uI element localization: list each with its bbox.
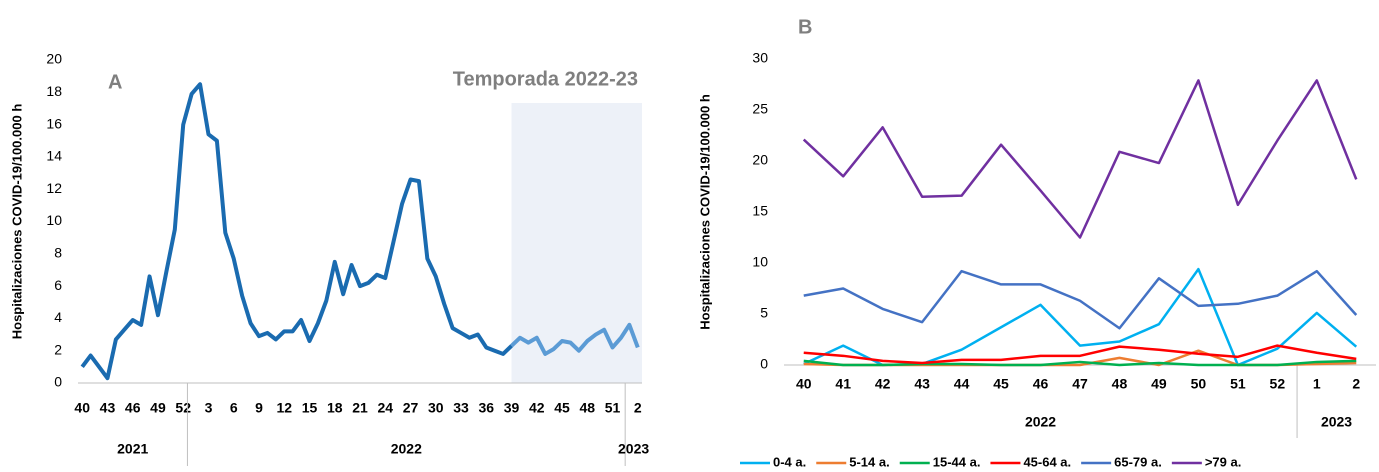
x-tick-label: 2 xyxy=(1352,376,1360,392)
series-line xyxy=(803,359,1357,367)
group-label: 2021 xyxy=(117,441,148,457)
series-line xyxy=(803,344,1357,365)
y-axis-label: Hospitalizaciones COVID-19/100.000 h xyxy=(697,94,712,330)
y-tick-label: 0 xyxy=(54,374,62,390)
series-line xyxy=(803,267,1358,367)
x-tick-label: 51 xyxy=(605,400,621,416)
x-tick-label: 52 xyxy=(175,400,191,416)
x-tick-label: 49 xyxy=(1151,376,1167,392)
y-tick-label: 25 xyxy=(752,101,768,117)
x-tick-label: 39 xyxy=(504,400,520,416)
series-line xyxy=(510,322,640,356)
x-tick-label: 43 xyxy=(914,376,930,392)
group-label: 2022 xyxy=(391,441,422,457)
x-tick-label: 42 xyxy=(529,400,545,416)
y-tick-label: 20 xyxy=(752,152,768,168)
y-tick-label: 10 xyxy=(46,212,62,228)
x-tick-label: 18 xyxy=(327,400,343,416)
y-tick-label: 16 xyxy=(46,115,62,131)
legend-label: 15-44 a. xyxy=(933,454,981,469)
x-tick-label: 48 xyxy=(579,400,595,416)
y-tick-label: 0 xyxy=(760,356,768,372)
legend-label: 0-4 a. xyxy=(773,454,806,469)
x-tick-label: 46 xyxy=(125,400,141,416)
y-tick-label: 12 xyxy=(46,180,62,196)
x-tick-label: 44 xyxy=(954,376,970,392)
y-tick-label: 2 xyxy=(54,341,62,357)
x-tick-label: 15 xyxy=(302,400,318,416)
y-tick-label: 8 xyxy=(54,245,62,261)
legend-label: >79 a. xyxy=(1205,454,1242,469)
group-label: 2022 xyxy=(1025,414,1056,430)
y-tick-label: 20 xyxy=(46,51,62,67)
y-tick-label: 4 xyxy=(54,309,62,325)
y-tick-label: 15 xyxy=(752,203,768,219)
highlight-label: Temporada 2022-23 xyxy=(453,68,638,90)
group-label: 2023 xyxy=(1321,414,1352,430)
panel-label: B xyxy=(798,16,812,38)
x-tick-label: 47 xyxy=(1072,376,1088,392)
legend-label: 5-14 a. xyxy=(849,454,889,469)
legend-label: 45-64 a. xyxy=(1023,454,1071,469)
x-tick-label: 33 xyxy=(453,400,469,416)
y-tick-label: 5 xyxy=(760,305,768,321)
x-tick-label: 12 xyxy=(276,400,292,416)
x-tick-label: 41 xyxy=(835,376,851,392)
panel-label: A xyxy=(108,71,122,93)
x-tick-label: 46 xyxy=(1033,376,1049,392)
x-tick-label: 52 xyxy=(1270,376,1286,392)
group-label: 2023 xyxy=(618,441,649,457)
x-tick-label: 49 xyxy=(150,400,166,416)
x-tick-label: 30 xyxy=(428,400,444,416)
series-line xyxy=(802,79,1358,239)
x-tick-label: 51 xyxy=(1230,376,1246,392)
x-tick-label: 45 xyxy=(993,376,1009,392)
y-axis-label: Hospitalizaciones COVID-19/100.000 h xyxy=(9,104,24,340)
x-tick-label: 36 xyxy=(478,400,494,416)
x-tick-label: 9 xyxy=(255,400,263,416)
series-line xyxy=(803,269,1358,330)
x-tick-label: 45 xyxy=(554,400,570,416)
x-tick-label: 43 xyxy=(100,400,116,416)
x-tick-label: 40 xyxy=(74,400,90,416)
x-tick-label: 27 xyxy=(403,400,419,416)
y-tick-label: 10 xyxy=(752,254,768,270)
x-tick-label: 1 xyxy=(1313,376,1321,392)
y-tick-label: 14 xyxy=(46,148,62,164)
series-line xyxy=(80,82,513,381)
x-tick-label: 24 xyxy=(377,400,393,416)
x-tick-label: 50 xyxy=(1191,376,1207,392)
x-tick-label: 2 xyxy=(634,400,642,416)
x-tick-label: 6 xyxy=(230,400,238,416)
x-tick-label: 40 xyxy=(796,376,812,392)
x-tick-label: 21 xyxy=(352,400,368,416)
x-tick-label: 42 xyxy=(875,376,891,392)
legend-label: 65-79 a. xyxy=(1114,454,1162,469)
y-tick-label: 30 xyxy=(752,50,768,66)
y-tick-label: 6 xyxy=(54,277,62,293)
x-tick-label: 3 xyxy=(205,400,213,416)
x-tick-label: 48 xyxy=(1112,376,1128,392)
y-tick-label: 18 xyxy=(46,83,62,99)
